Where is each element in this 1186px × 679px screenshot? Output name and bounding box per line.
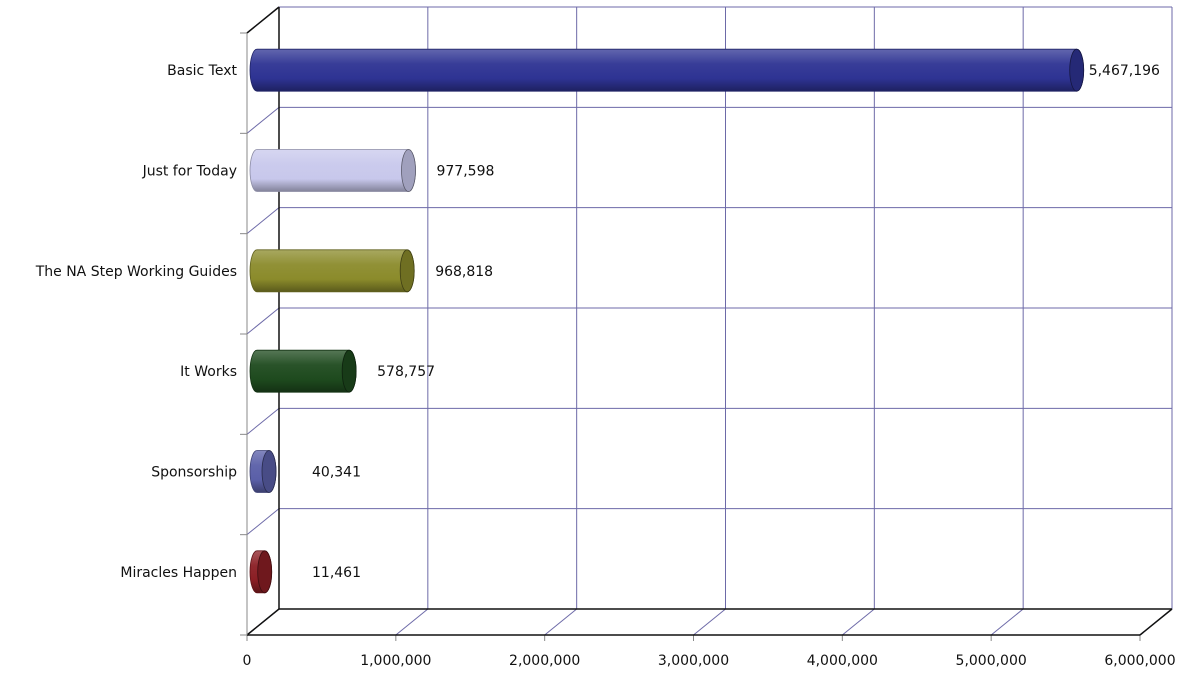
category-label: Sponsorship [151,465,237,481]
axes [240,6,1173,641]
bar [249,349,357,393]
bars [249,48,1085,594]
bar-end-cap [261,450,277,493]
side-grid-line [246,508,280,536]
floor-grid-line [544,608,577,636]
bar-end-cap [341,349,357,393]
x-tick-label: 6,000,000 [1104,653,1175,669]
bottom-left-depth-edge [246,608,280,636]
floor-grid-line [693,608,726,636]
bar-end-cap [257,550,273,594]
labels: 0 1,000,000 2,000,000 3,000,000 4,000,000 5,0… [35,63,1176,669]
floor-grid-line [990,608,1024,636]
bottom-right-depth-edge [1139,608,1173,636]
bar [249,149,416,192]
data-label: 977,598 [436,164,494,180]
bar [249,249,415,293]
category-label: Basic Text [167,63,237,79]
x-tick-label: 3,000,000 [658,653,729,669]
floor-grid-line [395,608,429,636]
side-grid-line [246,407,280,435]
bar [249,48,1085,92]
side-grid-line [246,207,280,235]
x-tick-label: 1,000,000 [360,653,431,669]
data-label: 11,461 [312,565,361,581]
x-tick-label: 5,000,000 [956,653,1027,669]
data-label: 5,467,196 [1089,63,1160,79]
data-label: 968,818 [435,264,493,280]
category-label: Just for Today [142,164,237,180]
x-tick-label: 4,000,000 [807,653,878,669]
data-label: 40,341 [312,465,361,481]
grid [246,6,1173,636]
category-label: It Works [180,364,237,380]
x-tick-label: 2,000,000 [509,653,580,669]
bar-end-cap [401,149,416,192]
floor-grid-line [842,608,875,636]
category-label: Miracles Happen [120,565,237,581]
side-grid-line [246,307,280,335]
x-tick-label: 0 [243,653,252,669]
data-label: 578,757 [377,364,435,380]
category-label: The NA Step Working Guides [35,264,237,280]
top-left-depth-edge [246,6,280,34]
bar-end-cap [399,249,415,293]
side-grid-line [246,106,280,134]
bar-end-cap [1069,48,1085,92]
